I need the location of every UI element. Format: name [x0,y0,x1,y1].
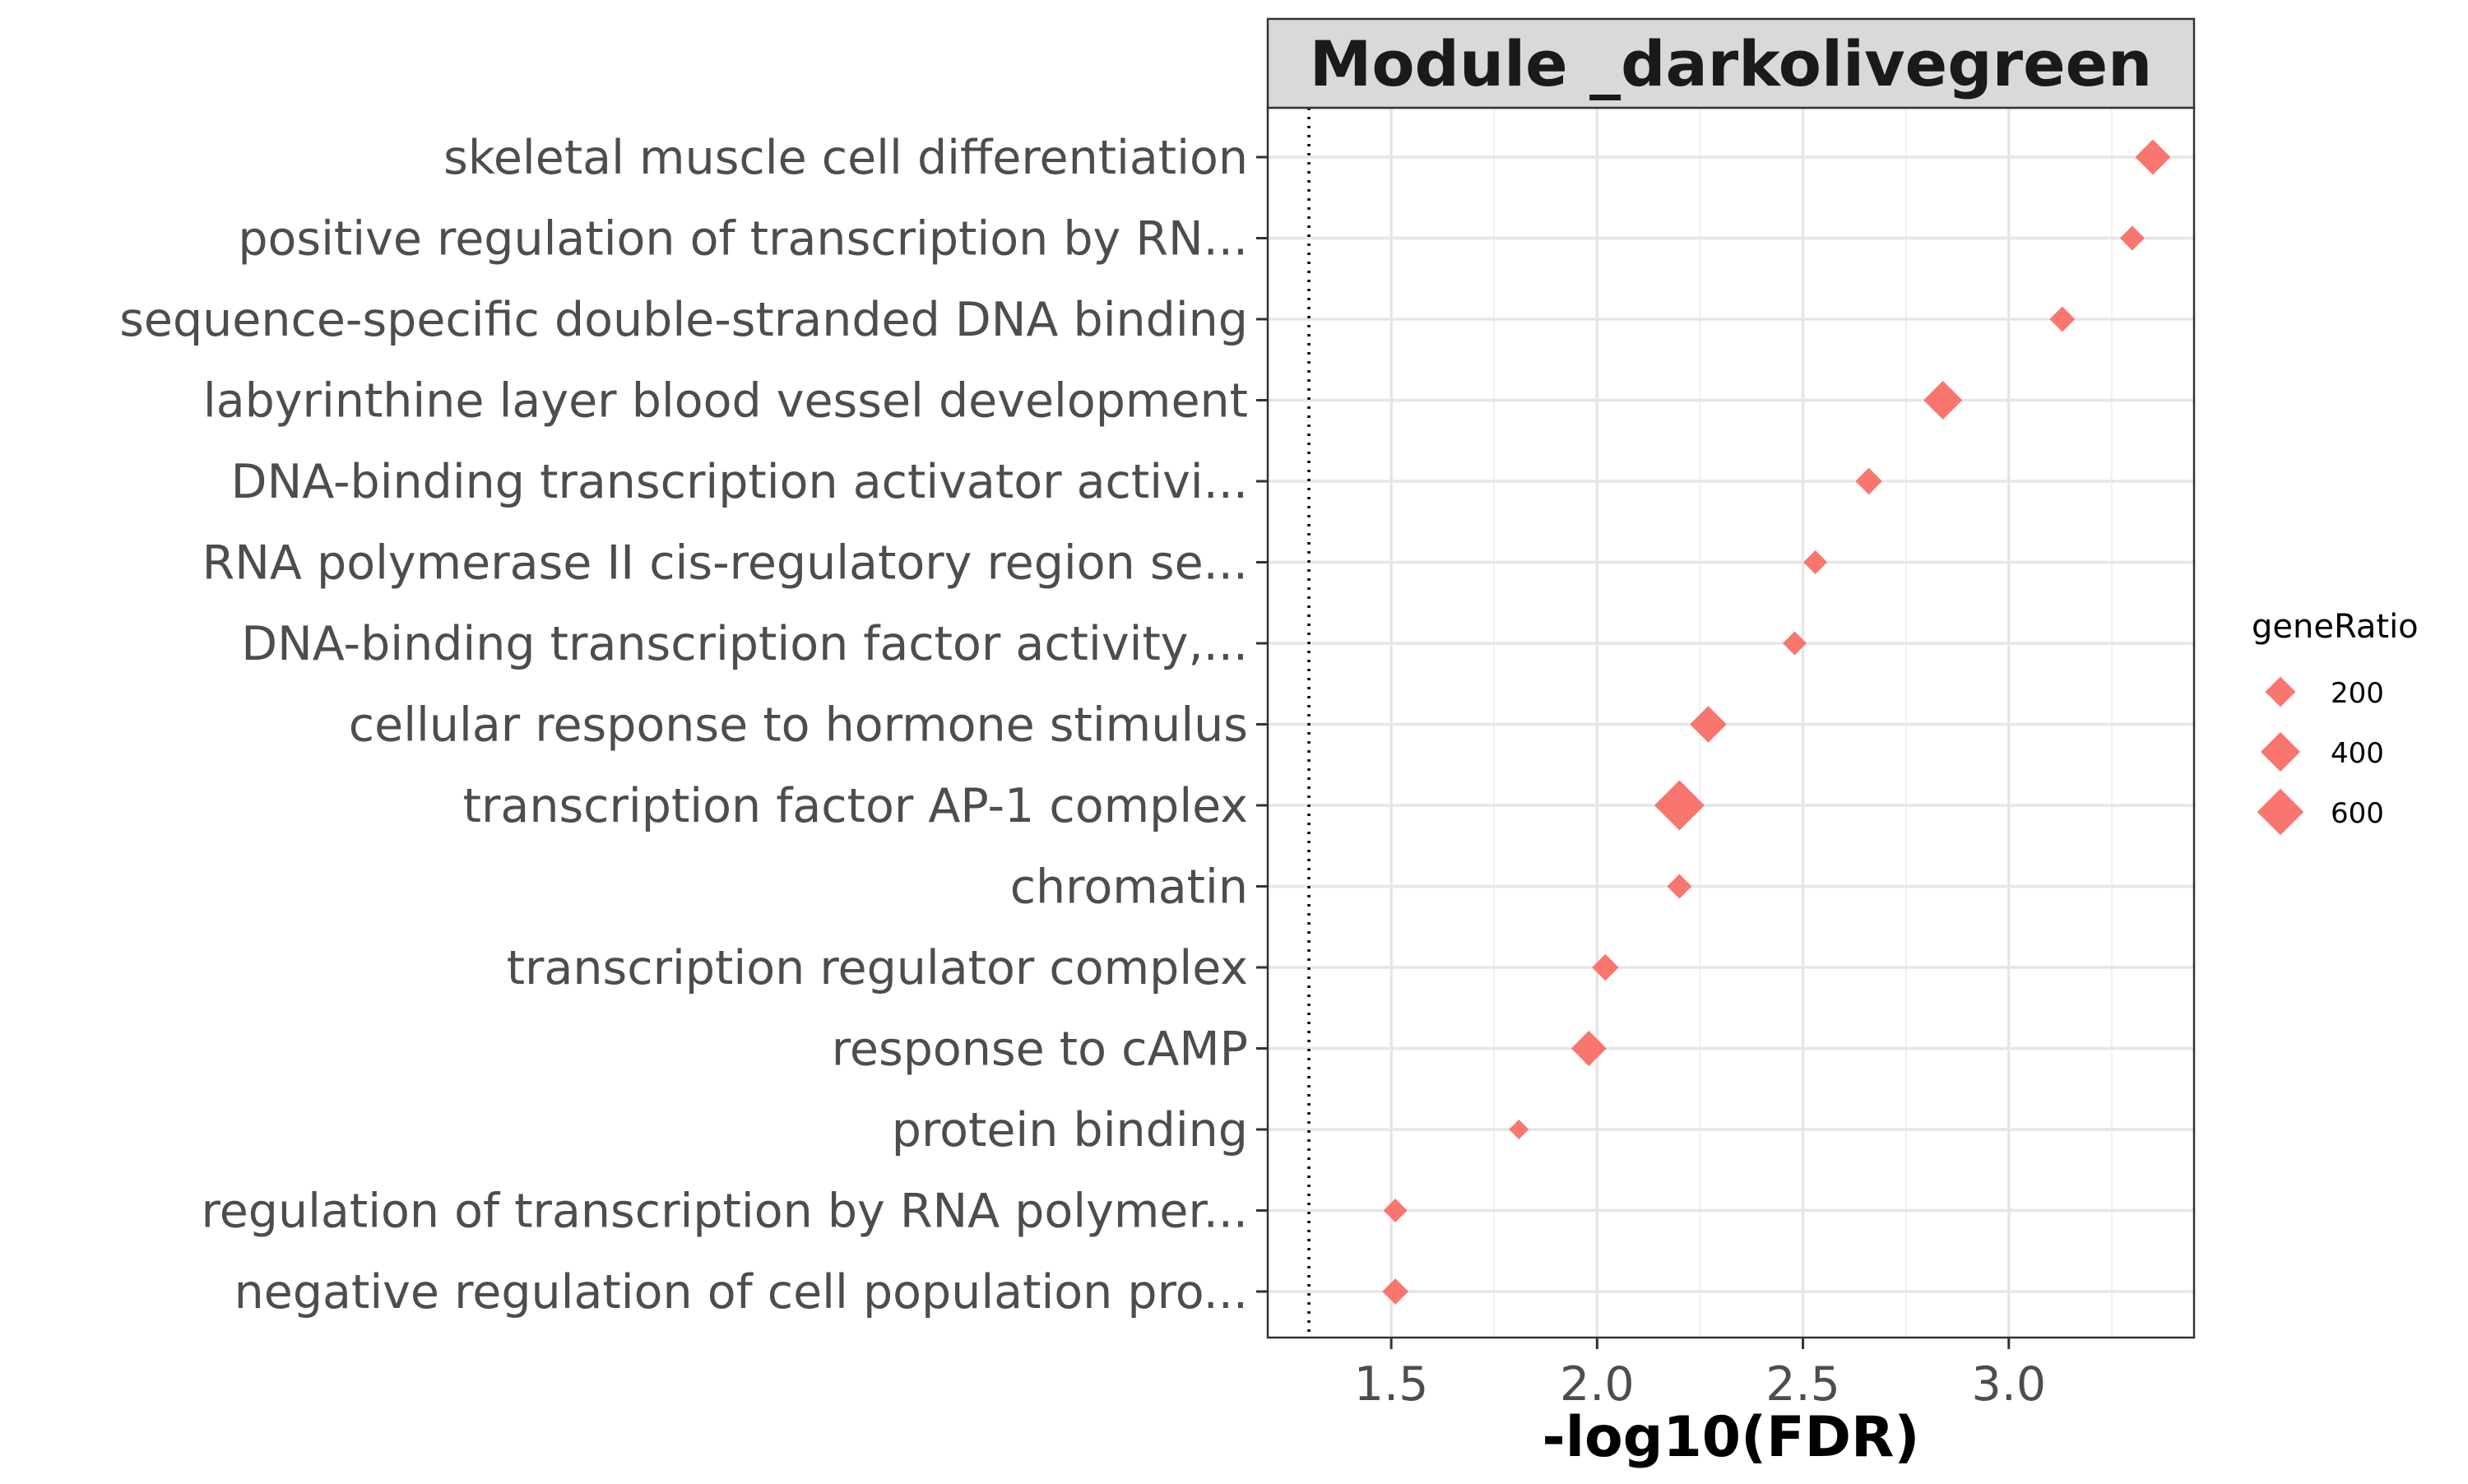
y-axis-ticks: skeletal muscle cell differentiation posi… [119,131,1268,1319]
x-tick-label: 2.0 [1560,1357,1635,1412]
y-tick-label: regulation of transcription by RNA polym… [202,1185,1248,1239]
legend-entry-label: 600 [2331,797,2384,830]
data-point [1803,550,1828,574]
facet-strip [1266,17,2196,109]
legend-entry-label: 400 [2331,737,2384,770]
y-tick-label: DNA-binding transcription factor activit… [241,617,1248,671]
x-tick-label: 3.0 [1971,1357,2046,1412]
y-tick-label: labyrinthine layer blood vessel developm… [203,374,1248,429]
y-tick-label: cellular response to hormone stimulus [349,698,1248,753]
y-tick-label: response to cAMP [832,1023,1248,1077]
y-tick-label: protein binding [892,1103,1248,1157]
legend-key-diamond [2265,676,2296,707]
y-tick-label: transcription factor AP-1 complex [463,779,1248,833]
y-tick-label: negative regulation of cell population p… [234,1265,1248,1319]
legend: geneRatio 200 400 600 [2252,608,2419,836]
y-tick-label: positive regulation of transcription by … [238,212,1248,267]
data-point [2119,225,2145,251]
chart-title: Module _darkolivegreen [1310,27,2153,100]
x-axis-label: -log10(FDR) [1542,1405,1920,1470]
y-tick-label: sequence-specific double-stranded DNA bi… [119,293,1248,347]
x-tick-label: 2.5 [1765,1357,1840,1412]
legend-entry-label: 200 [2331,677,2384,710]
y-tick-label: skeletal muscle cell differentiation [443,131,1248,185]
y-tick-label: DNA-binding transcription activator acti… [231,455,1248,509]
legend-title: geneRatio [2252,608,2419,646]
grid-lines [1268,108,2194,1338]
data-point [1855,467,1882,495]
data-point [1783,631,1807,656]
legend-key-diamond [2257,788,2304,836]
y-tick-label: transcription regulator complex [507,941,1248,995]
x-axis-ticks: 1.5 2.0 2.5 3.0 [1354,1338,2046,1412]
data-point [1570,1031,1607,1066]
data-point [1690,706,1727,743]
data-point [1654,780,1705,831]
data-point [1667,874,1692,899]
data-point [1383,1199,1408,1222]
y-tick-label: chromatin [1010,860,1248,915]
legend-key-diamond [2261,732,2300,772]
x-tick-label: 1.5 [1354,1357,1429,1412]
plot-panel [1268,108,2194,1338]
y-tick-label: RNA polymerase II cis-regulatory region … [202,536,1248,591]
data-point [1382,1278,1408,1305]
data-point [2049,306,2076,332]
data-point [1923,380,1963,420]
data-point [2135,139,2171,175]
data-point [1509,1119,1529,1140]
data-point [1592,953,1619,981]
data-points [1382,139,2171,1305]
